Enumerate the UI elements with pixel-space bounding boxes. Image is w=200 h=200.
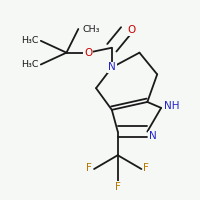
Text: O: O [84, 48, 92, 58]
Text: F: F [143, 163, 149, 173]
Text: N: N [149, 131, 157, 141]
Text: F: F [86, 163, 92, 173]
Text: O: O [128, 25, 136, 35]
Text: H₃C: H₃C [21, 36, 39, 45]
Text: F: F [115, 182, 121, 192]
Text: CH₃: CH₃ [82, 24, 100, 33]
Text: H₃C: H₃C [21, 60, 39, 69]
Text: N: N [108, 62, 116, 72]
Text: NH: NH [164, 101, 180, 111]
